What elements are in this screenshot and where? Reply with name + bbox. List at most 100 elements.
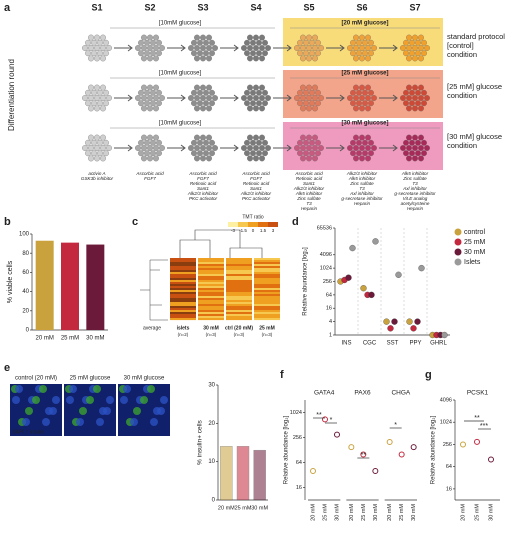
cell: [315, 89, 321, 96]
cell: [244, 150, 250, 157]
y-tick-label: 100: [19, 232, 30, 238]
cell: [262, 150, 268, 157]
cell: [421, 139, 427, 146]
cell: [309, 39, 315, 46]
cell: [412, 105, 418, 112]
cell: [150, 50, 156, 57]
cell: [156, 150, 162, 157]
cell: [303, 100, 309, 107]
arrow: [326, 144, 345, 152]
cell: [82, 95, 88, 101]
factor-label: FGF7: [250, 176, 262, 181]
cell: [353, 34, 359, 41]
nucleus: [15, 385, 23, 393]
cell: [141, 55, 147, 62]
cell: [247, 145, 253, 151]
dot: [395, 271, 402, 278]
cell: [144, 139, 150, 146]
cell: [359, 155, 365, 162]
cell: [206, 145, 212, 151]
cell: [103, 100, 109, 107]
y-tick-label: 4096: [320, 252, 332, 258]
cell: [100, 55, 106, 62]
cell: [365, 134, 371, 141]
column-label: 25 mM: [259, 325, 275, 331]
cell: [306, 134, 312, 141]
panel-letter: d: [292, 216, 299, 228]
heatmap-cell: [254, 312, 280, 315]
cell: [94, 105, 100, 112]
heatmap-cell: [254, 298, 280, 301]
legend-label: Islets: [464, 259, 481, 266]
cell: [85, 50, 91, 57]
nucleus: [25, 407, 33, 415]
cell: [421, 89, 427, 96]
cell: [88, 155, 94, 162]
heatmap-cell: [198, 288, 224, 291]
cell: [259, 105, 265, 112]
nucleus: [106, 396, 114, 404]
cell: [94, 145, 100, 151]
cell: [356, 150, 362, 157]
cell: [138, 50, 144, 57]
heatmap-cell: [170, 308, 196, 311]
cell: [347, 145, 353, 151]
heatmap-cell: [226, 274, 252, 277]
significance: **: [361, 452, 367, 459]
factor-label: Ascorbic acid: [241, 171, 270, 176]
heatmap-cell: [198, 290, 224, 293]
arrow: [273, 144, 292, 152]
cell: [365, 34, 371, 41]
cell: [212, 45, 218, 51]
cell: [147, 155, 153, 162]
cell: [85, 139, 91, 146]
cell: [135, 45, 141, 51]
cell: [88, 45, 94, 51]
heatmap-cell: [198, 270, 224, 273]
stage-label: S7: [409, 2, 420, 12]
cell: [153, 95, 159, 101]
heatmap-cell: [170, 278, 196, 281]
group-title: CHGA: [391, 390, 410, 397]
cell-cluster: [347, 84, 377, 112]
cell: [150, 39, 156, 46]
cell: [200, 95, 206, 101]
cell: [359, 134, 365, 141]
dot: [391, 318, 398, 325]
heatmap-cell: [226, 290, 252, 293]
panel-letter: f: [280, 369, 284, 381]
cell: [418, 145, 424, 151]
cell: [85, 150, 91, 157]
factor-label: g-secretase inhibitor: [341, 196, 383, 201]
cell: [359, 55, 365, 62]
cell: [353, 95, 359, 101]
y-tick-label: 4: [329, 319, 332, 325]
heatmap-cell: [254, 260, 280, 263]
cell: [412, 145, 418, 151]
nucleus: [160, 396, 168, 404]
cell-cluster: [135, 34, 165, 62]
cell: [100, 145, 106, 151]
nucleus: [86, 396, 94, 404]
cell: [194, 34, 200, 41]
cell: [206, 105, 212, 112]
cell: [309, 100, 315, 107]
factor-label: Heparin: [407, 206, 424, 211]
cell: [103, 89, 109, 96]
factor-label: Ascorbic acid: [188, 171, 217, 176]
arrow: [379, 94, 398, 102]
cell: [362, 50, 368, 57]
cell: [350, 50, 356, 57]
nucleus: [79, 407, 87, 415]
heatmap-cell: [198, 262, 224, 265]
cell: [194, 155, 200, 162]
cell: [138, 150, 144, 157]
cell: [406, 134, 412, 141]
cell: [247, 95, 253, 101]
nucleus: [39, 385, 47, 393]
legend-swatch: [228, 222, 238, 227]
legend-marker: [454, 248, 462, 256]
cell: [203, 89, 209, 96]
x-tick-label: 25 mM: [474, 504, 480, 521]
y-axis-label: Relative abundance [log₂]: [303, 247, 309, 316]
